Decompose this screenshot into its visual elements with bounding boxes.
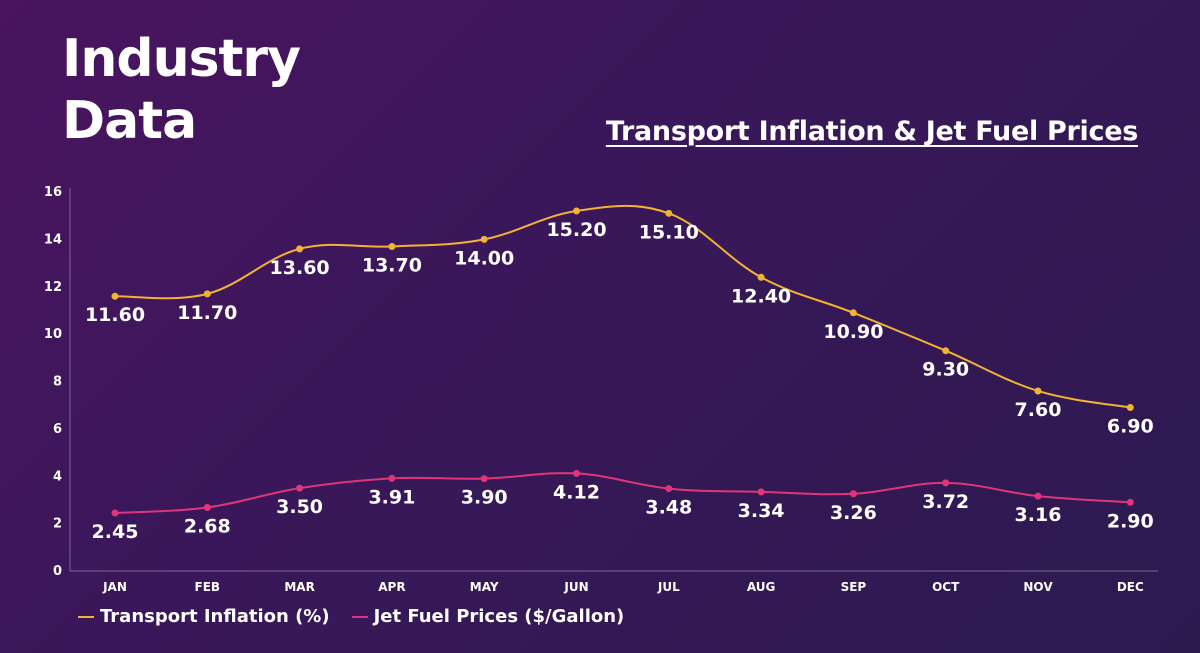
data-point bbox=[665, 485, 673, 493]
x-tick-label: OCT bbox=[932, 580, 960, 594]
y-tick-label: 8 bbox=[53, 375, 62, 390]
x-tick-label: MAR bbox=[284, 580, 314, 594]
data-point bbox=[573, 207, 580, 215]
data-point bbox=[849, 490, 857, 498]
series-line bbox=[114, 204, 1131, 409]
series-layer: 11.60 11.70 13.60 13.70 14.00 15.20 15.10 12.40… bbox=[85, 204, 1154, 543]
legend-item-jet-fuel-prices[interactable]: Jet Fuel Prices ($/Gallon) bbox=[351, 606, 625, 627]
data-label: 12.40 bbox=[731, 285, 791, 307]
series-line bbox=[114, 472, 1131, 514]
data-label: 7.60 bbox=[1015, 399, 1062, 421]
data-label: 3.72 bbox=[922, 491, 969, 513]
data-label: 2.68 bbox=[184, 516, 231, 538]
x-tick-label: NOV bbox=[1023, 580, 1053, 594]
data-point bbox=[1126, 498, 1134, 506]
page-title: Industry Data bbox=[62, 29, 301, 151]
data-label: 3.26 bbox=[830, 502, 877, 524]
data-point bbox=[203, 504, 211, 512]
data-point bbox=[1034, 492, 1042, 500]
data-label: 3.34 bbox=[738, 500, 785, 522]
data-label: 3.91 bbox=[368, 486, 415, 508]
data-point bbox=[942, 347, 950, 355]
y-tick-label: 16 bbox=[44, 185, 62, 200]
legend-swatch-jet-fuel-prices bbox=[351, 615, 368, 618]
y-axis: 0 2 4 6 8 10 12 14 16 bbox=[44, 185, 71, 579]
data-point bbox=[203, 290, 211, 298]
data-label: 15.10 bbox=[639, 221, 699, 243]
data-point bbox=[942, 479, 950, 487]
y-tick-label: 0 bbox=[53, 564, 62, 579]
data-label: 9.30 bbox=[922, 359, 969, 381]
x-tick-label: JUL bbox=[657, 580, 680, 594]
data-label: 2.45 bbox=[92, 521, 139, 543]
data-label: 3.50 bbox=[276, 496, 323, 518]
data-label: 14.00 bbox=[454, 247, 514, 269]
legend-label-transport-inflation: Transport Inflation (%) bbox=[100, 606, 330, 627]
data-point bbox=[480, 235, 488, 243]
data-point bbox=[111, 509, 119, 517]
y-tick-label: 12 bbox=[44, 280, 62, 295]
data-label: 3.90 bbox=[461, 487, 508, 509]
data-label: 2.90 bbox=[1107, 510, 1154, 532]
data-point bbox=[665, 209, 673, 217]
data-label: 10.90 bbox=[823, 321, 883, 343]
chart-title: Transport Inflation & Jet Fuel Prices bbox=[605, 116, 1138, 147]
x-tick-label: JAN bbox=[102, 580, 127, 594]
data-label: 15.20 bbox=[546, 219, 606, 241]
y-tick-label: 4 bbox=[53, 469, 62, 484]
x-axis: JAN FEB MAR APR MAY JUN JUL AUG SEP OCT NOV DEC bbox=[70, 570, 1158, 594]
data-point bbox=[388, 242, 396, 250]
x-tick-label: SEP bbox=[841, 580, 867, 594]
data-point bbox=[757, 488, 765, 496]
data-label: 13.70 bbox=[362, 254, 422, 276]
x-tick-label: JUN bbox=[563, 580, 588, 594]
x-tick-label: FEB bbox=[195, 580, 221, 594]
x-tick-label: AUG bbox=[747, 580, 776, 594]
legend: Transport Inflation (%) Jet Fuel Prices … bbox=[78, 606, 624, 627]
line-chart: 0 2 4 6 8 10 12 14 16 JAN FEB MAR APR MAY JUN JUL AUG SE… bbox=[44, 185, 1158, 594]
x-tick-label: DEC bbox=[1117, 580, 1144, 594]
y-tick-label: 6 bbox=[53, 422, 62, 437]
x-tick-label: APR bbox=[378, 580, 405, 594]
data-point bbox=[296, 484, 304, 492]
y-tick-label: 10 bbox=[44, 327, 62, 342]
legend-label-jet-fuel-prices: Jet Fuel Prices ($/Gallon) bbox=[373, 606, 625, 627]
data-point bbox=[480, 475, 488, 483]
data-point bbox=[1034, 387, 1042, 395]
data-label: 13.60 bbox=[270, 257, 330, 279]
y-tick-label: 2 bbox=[53, 517, 62, 532]
data-label: 4.12 bbox=[553, 481, 600, 503]
data-point bbox=[757, 273, 765, 281]
data-point bbox=[296, 245, 304, 253]
data-point bbox=[388, 474, 396, 482]
data-label: 3.16 bbox=[1015, 504, 1062, 526]
legend-swatch-transport-inflation bbox=[78, 615, 94, 618]
data-label: 11.60 bbox=[85, 304, 145, 326]
data-label: 3.48 bbox=[645, 497, 692, 519]
data-point bbox=[573, 469, 580, 477]
y-tick-label: 14 bbox=[44, 232, 62, 247]
data-label: 6.90 bbox=[1107, 416, 1154, 438]
legend-item-transport-inflation[interactable]: Transport Inflation (%) bbox=[78, 606, 330, 627]
data-point bbox=[111, 292, 119, 300]
data-point bbox=[1126, 404, 1134, 412]
data-point bbox=[849, 309, 857, 317]
data-label: 11.70 bbox=[177, 302, 237, 324]
x-tick-label: MAY bbox=[470, 580, 499, 594]
